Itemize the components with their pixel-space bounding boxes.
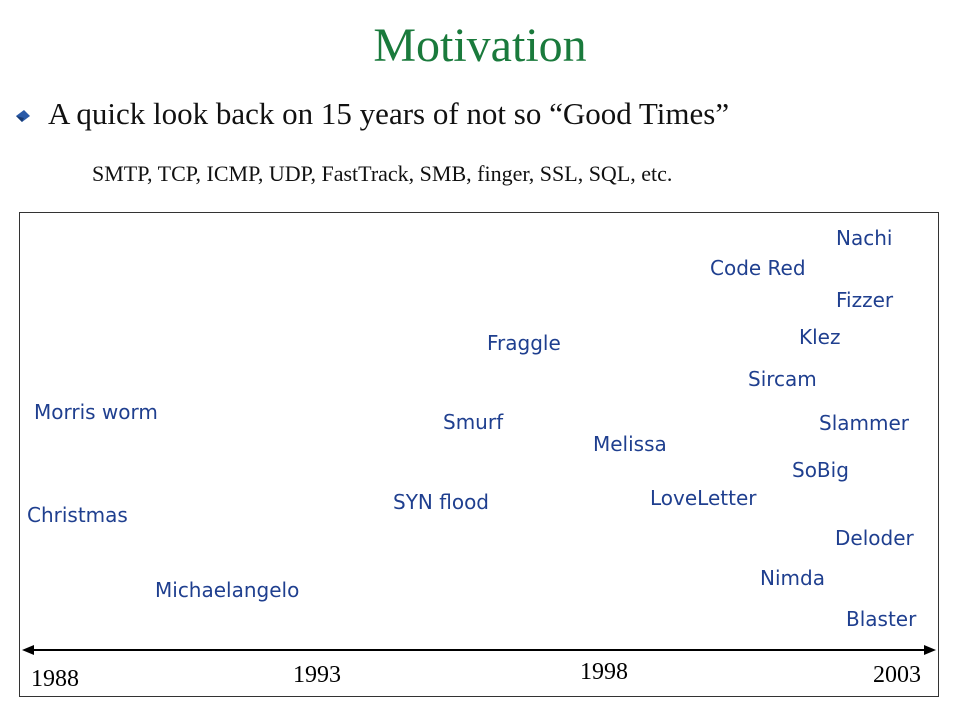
slide-title: Motivation — [373, 19, 587, 72]
worm-label: Sircam — [748, 367, 817, 391]
timeline-panel: Morris worm Christmas Michaelangelo Frag… — [19, 212, 939, 697]
worm-label: Fraggle — [487, 331, 561, 355]
worm-label: Klez — [799, 325, 841, 349]
diamond-bullet-icon — [16, 110, 30, 122]
timeline-axis — [22, 645, 936, 655]
worm-label: Michaelangelo — [155, 578, 300, 602]
worm-label: Nachi — [836, 226, 893, 250]
year-label: 1993 — [293, 662, 341, 688]
worm-label: Fizzer — [836, 288, 894, 312]
worm-label: Blaster — [846, 607, 917, 631]
worm-label: Code Red — [710, 256, 806, 280]
bullet-text: A quick look back on 15 years of not so … — [48, 96, 730, 131]
protocol-list: SMTP, TCP, ICMP, UDP, FastTrack, SMB, fi… — [92, 161, 673, 186]
year-label: 1998 — [580, 659, 628, 685]
worm-label: Deloder — [835, 526, 914, 550]
worm-label: Melissa — [593, 432, 667, 456]
worm-label: Smurf — [443, 410, 504, 434]
worm-label: SoBig — [792, 458, 849, 482]
worm-label: Morris worm — [34, 400, 158, 424]
worm-label: Nimda — [760, 566, 825, 590]
year-label: 1988 — [31, 666, 79, 692]
worm-label: LoveLetter — [650, 486, 757, 510]
year-label: 2003 — [873, 662, 921, 688]
worm-label: Christmas — [27, 503, 128, 527]
worm-label: Slammer — [819, 411, 909, 435]
worm-label: SYN flood — [393, 490, 489, 514]
